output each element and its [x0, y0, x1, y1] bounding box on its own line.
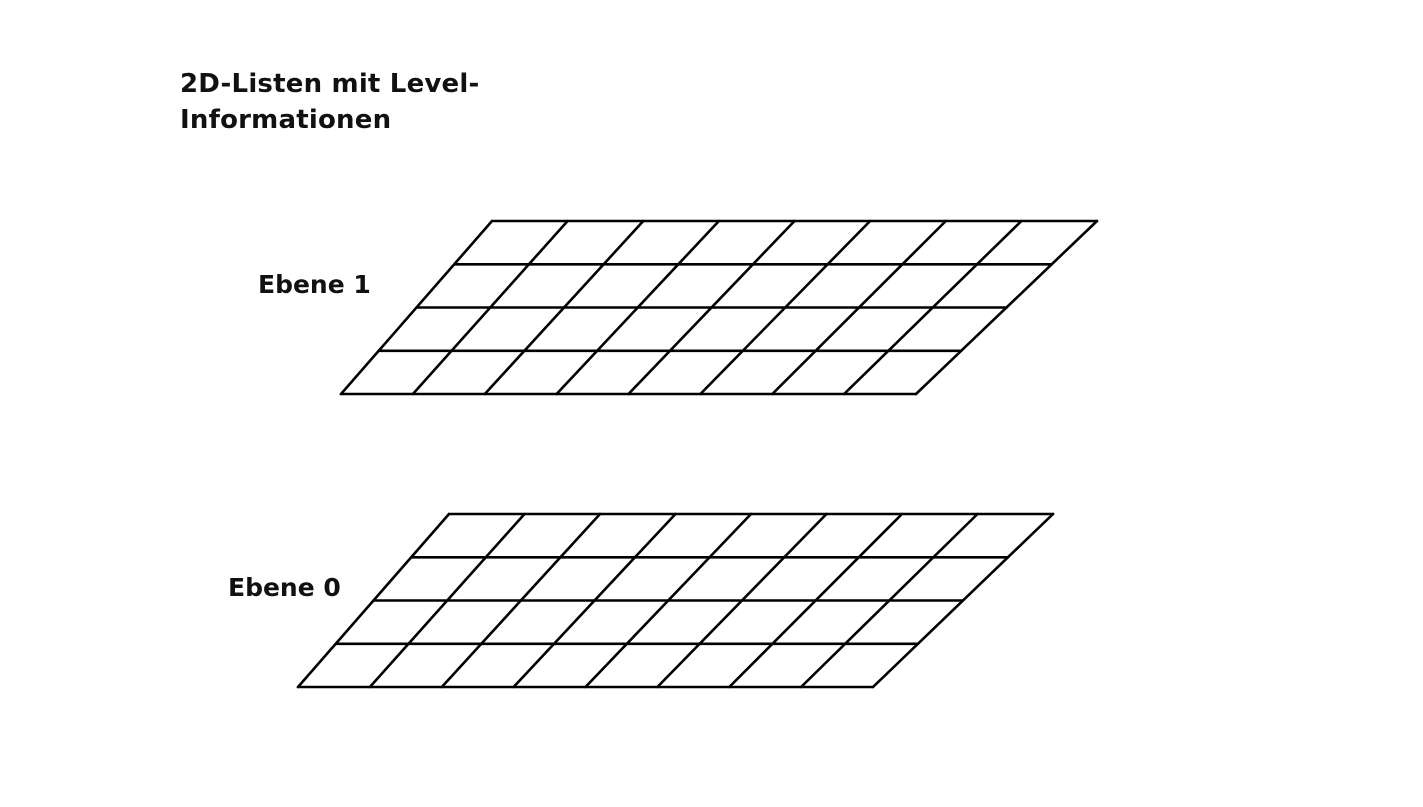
grid-ebene-1: [339, 219, 1099, 396]
grid-column-line: [296, 512, 451, 689]
layer-label-ebene-0: Ebene 0: [228, 573, 341, 602]
grid-column-line: [727, 512, 904, 689]
layer-label-ebene-1: Ebene 1: [258, 270, 371, 299]
title-line-2: Informationen: [180, 105, 392, 135]
diagram-title: 2D-Listen mit Level- Informationen: [180, 66, 510, 138]
grid-column-line: [339, 219, 494, 396]
grid-column-line: [368, 512, 526, 689]
grid-column-line: [914, 219, 1099, 396]
grid-column-line: [584, 512, 753, 689]
title-line-1: 2D-Listen mit Level-: [180, 69, 480, 99]
grid-column-line: [871, 512, 1055, 689]
grid-column-line: [483, 219, 645, 396]
grid-column-line: [411, 219, 569, 396]
grid-column-line: [799, 512, 979, 689]
grid-column-line: [512, 512, 677, 689]
grid-column-line: [770, 219, 948, 396]
grid-column-line: [555, 219, 721, 396]
grid-column-line: [842, 219, 1023, 396]
grid-column-line: [627, 219, 796, 396]
grid-column-line: [440, 512, 602, 689]
grid-column-line: [656, 512, 828, 689]
grid-ebene-0: [296, 512, 1055, 689]
grid-column-line: [699, 219, 872, 396]
